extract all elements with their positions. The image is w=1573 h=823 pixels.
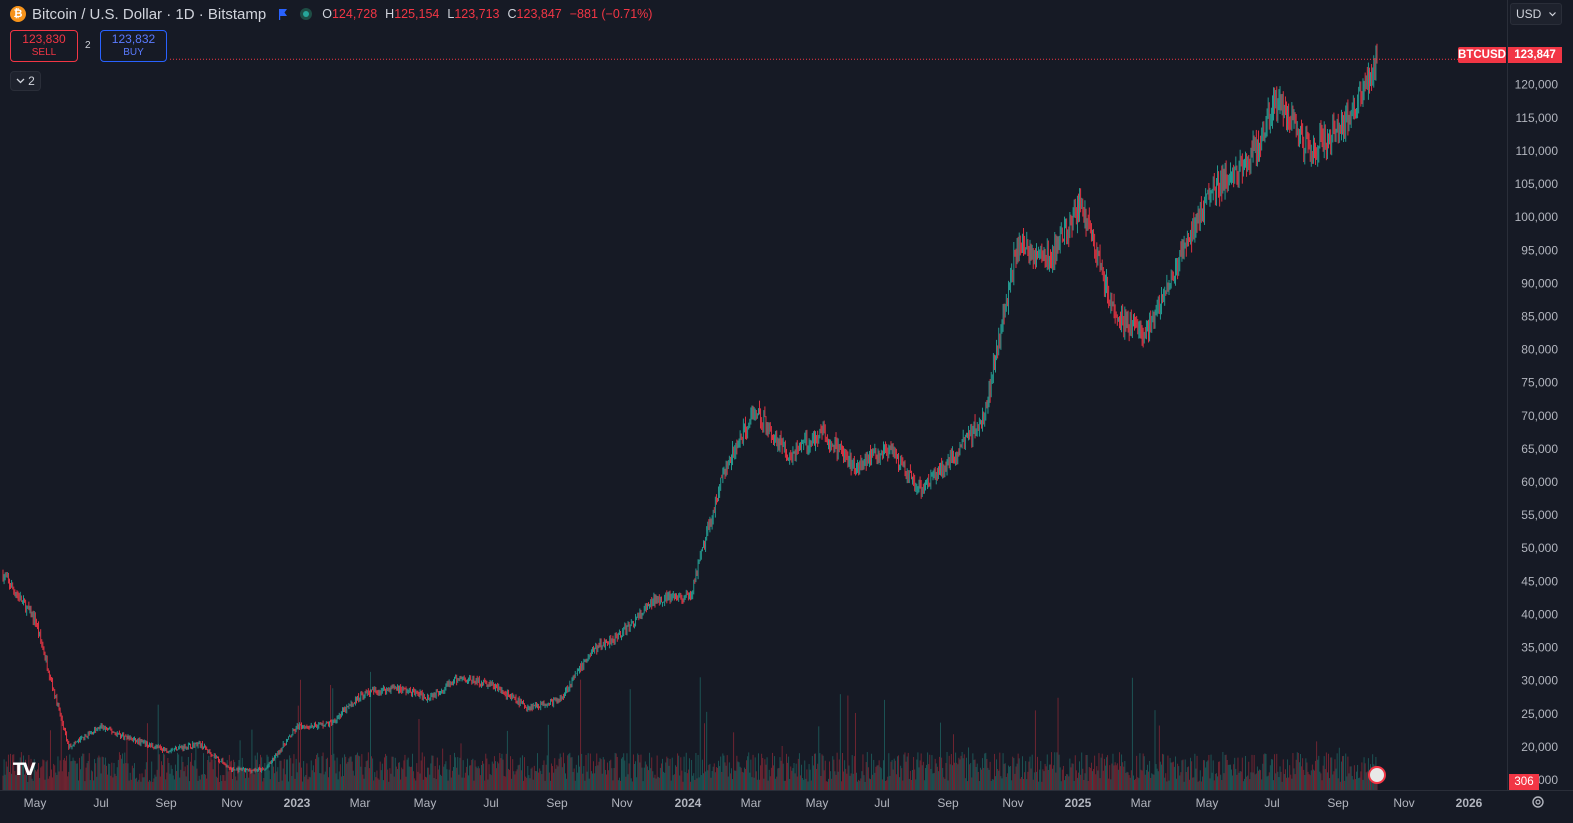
y-tick-label: 75,000 [1521, 376, 1558, 390]
buy-button[interactable]: 123,832 BUY [100, 30, 167, 62]
x-tick-label: Nov [221, 796, 242, 810]
price-axis [1507, 0, 1573, 823]
last-price-tag: 123,847 [1508, 47, 1562, 63]
buy-price: 123,832 [111, 32, 156, 46]
y-tick-label: 85,000 [1521, 309, 1558, 323]
x-tick-label: Nov [611, 796, 632, 810]
ohlc-high: H125,154 [385, 7, 440, 21]
y-tick-label: 35,000 [1521, 641, 1558, 655]
x-tick-label: May [1196, 796, 1219, 810]
market-status-icon[interactable] [300, 8, 313, 20]
x-tick-label: Jul [874, 796, 889, 810]
y-tick-label: 100,000 [1515, 210, 1559, 224]
chevron-down-icon [1549, 11, 1556, 16]
currency-value: USD [1516, 7, 1542, 21]
x-tick-label: 2025 [1065, 796, 1092, 810]
x-tick-label: May [806, 796, 829, 810]
x-tick-label: Jul [483, 796, 498, 810]
ohlc-values: O124,728 H125,154 L123,713 C123,847 −881… [322, 7, 652, 21]
y-tick-label: 50,000 [1521, 541, 1558, 555]
y-tick-label: 60,000 [1521, 475, 1558, 489]
y-tick-label: 110,000 [1516, 144, 1559, 158]
x-tick-label: Mar [1131, 796, 1152, 810]
x-tick-label: Mar [350, 796, 371, 810]
y-tick-label: 45,000 [1521, 574, 1558, 588]
ohlc-open: O124,728 [322, 7, 378, 21]
currency-select[interactable]: USD [1510, 3, 1562, 25]
x-tick-label: Sep [155, 796, 177, 810]
ohlc-low: L123,713 [447, 7, 500, 21]
spread-value: 2 [85, 40, 91, 51]
y-tick-label: 80,000 [1521, 343, 1558, 357]
buy-label: BUY [123, 47, 144, 58]
x-tick-label: Sep [1327, 796, 1349, 810]
symbol-price-tag: BTCUSD [1458, 47, 1506, 63]
x-tick-label: May [24, 796, 47, 810]
sell-label: SELL [31, 47, 57, 58]
x-tick-label: 2026 [1456, 796, 1483, 810]
y-tick-label: 90,000 [1521, 276, 1558, 290]
x-tick-label: 2023 [284, 796, 311, 810]
x-tick-label: Sep [546, 796, 568, 810]
gear-icon[interactable] [1531, 795, 1545, 809]
y-tick-label: 40,000 [1521, 607, 1558, 621]
symbol-legend: ₿ Bitcoin / U.S. Dollar · 1D · Bitstamp … [10, 4, 652, 24]
y-tick-label: 120,000 [1515, 78, 1559, 92]
y-tick-label: 95,000 [1521, 243, 1558, 257]
y-tick-label: 55,000 [1521, 508, 1558, 522]
x-tick-label: Nov [1393, 796, 1414, 810]
y-tick-label: 25,000 [1521, 707, 1558, 721]
sell-button[interactable]: 123,830 SELL [10, 30, 78, 62]
y-tick-label: 105,000 [1515, 177, 1559, 191]
bitcoin-coin-icon: ₿ [10, 6, 26, 22]
x-tick-label: Nov [1002, 796, 1023, 810]
y-tick-label: 30,000 [1521, 674, 1558, 688]
sell-price: 123,830 [22, 32, 66, 46]
x-tick-label: Mar [741, 796, 762, 810]
x-tick-label: Jul [93, 796, 108, 810]
chevron-down-icon [16, 78, 25, 84]
symbol-title[interactable]: Bitcoin / U.S. Dollar · 1D · Bitstamp [32, 5, 267, 23]
y-tick-label: 20,000 [1521, 740, 1558, 754]
x-tick-label: Jul [1264, 796, 1279, 810]
x-tick-label: May [414, 796, 437, 810]
ohlc-close: C123,847 [507, 7, 562, 21]
us-flag-event-icon[interactable] [1368, 766, 1386, 784]
y-tick-label: 115,000 [1516, 111, 1559, 125]
x-tick-label: Sep [937, 796, 959, 810]
y-tick-label: 70,000 [1521, 409, 1558, 423]
indicators-count: 2 [28, 74, 35, 88]
x-tick-label: 2024 [675, 796, 702, 810]
tradingview-logo[interactable]: TV [13, 760, 36, 780]
indicators-toggle-button[interactable]: 2 [10, 71, 41, 91]
ohlc-change: −881 (−0.71%) [569, 7, 653, 21]
volume-tag: 306 [1509, 774, 1539, 790]
flag-icon[interactable] [278, 8, 288, 20]
y-tick-label: 65,000 [1521, 442, 1558, 456]
